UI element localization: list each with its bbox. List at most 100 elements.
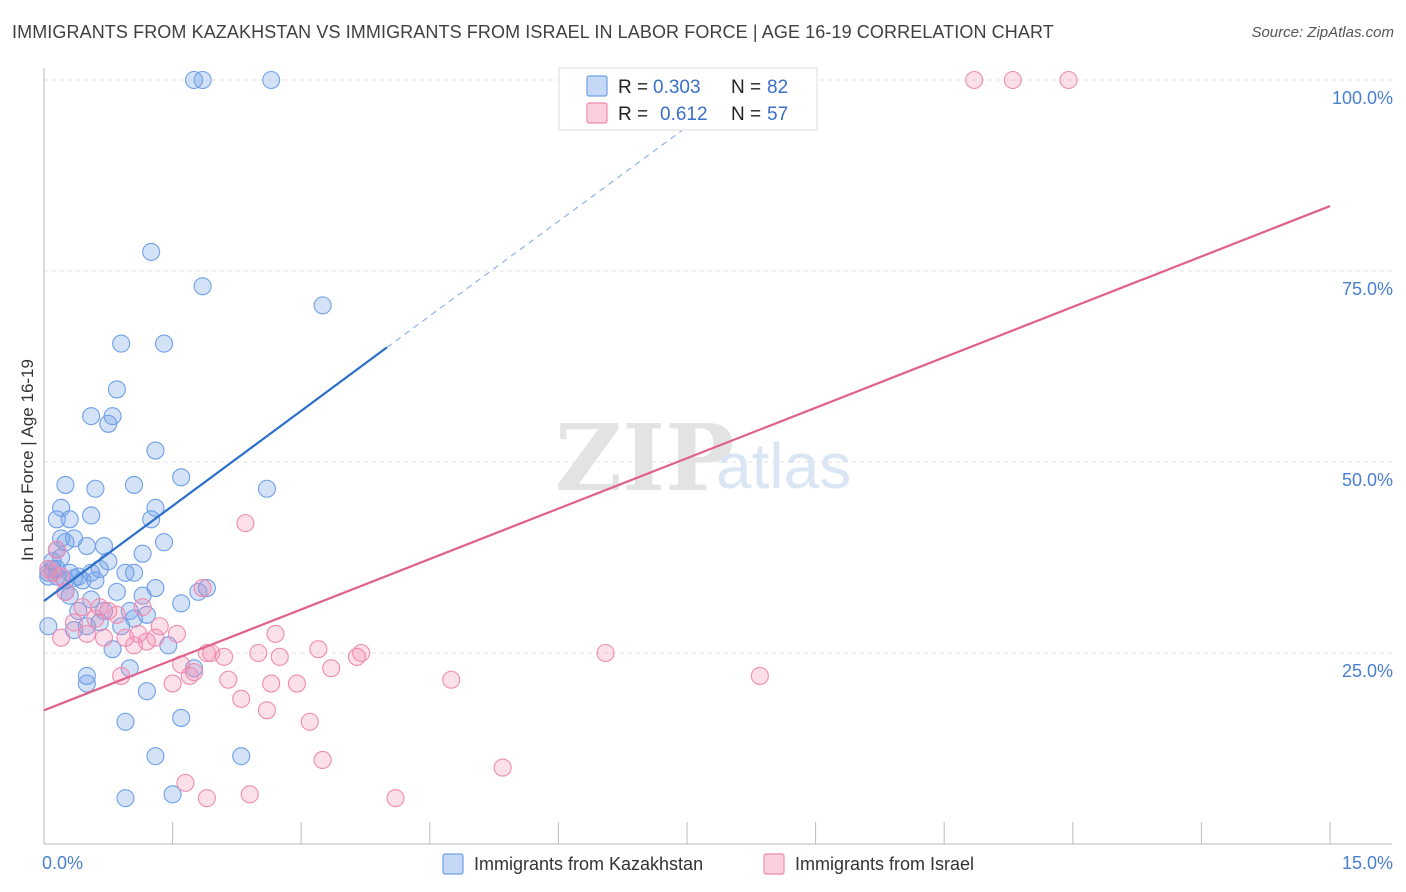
point-israel	[52, 628, 71, 647]
trend-line-kazakhstan-extension	[386, 94, 731, 348]
point-kazakhstan	[107, 380, 126, 399]
point-israel	[309, 640, 328, 659]
legend-n-value-israel: 57	[767, 104, 788, 125]
point-israel	[176, 773, 195, 792]
point-israel	[219, 670, 238, 689]
point-israel	[965, 70, 984, 90]
point-israel	[133, 598, 152, 617]
point-israel	[146, 628, 165, 647]
top-legend: R = 0.303 N = 82 R = 0.612 N = 57	[558, 67, 818, 131]
point-israel	[347, 647, 366, 666]
point-kazakhstan	[77, 674, 96, 693]
point-israel	[300, 712, 319, 731]
point-kazakhstan	[232, 747, 251, 766]
point-israel	[322, 659, 341, 678]
point-kazakhstan	[86, 571, 105, 590]
point-israel	[90, 598, 109, 617]
bottom-legend-swatch-israel	[763, 853, 785, 875]
point-israel	[386, 789, 405, 808]
point-israel	[94, 628, 114, 647]
point-israel	[287, 674, 306, 693]
point-israel	[262, 674, 281, 693]
bottom-legend-label-israel: Immigrants from Israel	[795, 854, 974, 874]
point-kazakhstan	[197, 579, 216, 598]
point-kazakhstan	[124, 563, 144, 582]
legend-n-label-kazakhstan: N =	[731, 77, 761, 98]
point-israel	[107, 605, 126, 624]
point-kazakhstan	[257, 479, 276, 498]
point-israel	[77, 624, 96, 643]
y-tick-label: 100.0%	[1332, 88, 1393, 108]
point-kazakhstan	[112, 334, 131, 353]
y-tick-label: 75.0%	[1342, 279, 1393, 299]
point-kazakhstan	[116, 712, 135, 731]
point-israel	[493, 758, 512, 777]
point-kazakhstan	[142, 510, 161, 529]
point-kazakhstan	[172, 594, 191, 613]
point-israel	[236, 514, 255, 533]
point-kazakhstan	[146, 498, 165, 517]
point-israel	[163, 674, 182, 693]
watermark-zip: ZIP	[555, 404, 734, 512]
point-kazakhstan	[313, 296, 332, 315]
point-kazakhstan	[146, 747, 165, 766]
point-israel	[442, 670, 461, 689]
point-israel	[232, 689, 251, 708]
point-israel	[47, 540, 66, 559]
trend-line-kazakhstan	[43, 346, 388, 602]
point-kazakhstan	[116, 789, 135, 808]
point-kazakhstan	[154, 334, 174, 353]
legend-n-value-kazakhstan: 82	[767, 77, 788, 98]
point-israel	[266, 624, 285, 643]
y-tick-label: 25.0%	[1342, 661, 1393, 681]
point-israel	[180, 666, 199, 685]
y-tick-label: 50.0%	[1342, 470, 1393, 490]
x-tick-max: 15.0%	[1342, 853, 1393, 873]
point-kazakhstan	[193, 70, 212, 90]
legend-r-value-kazakhstan: 0.303	[653, 77, 701, 98]
point-israel	[270, 647, 289, 666]
point-israel	[257, 701, 276, 720]
point-israel	[167, 624, 186, 643]
point-israel	[313, 750, 332, 770]
point-kazakhstan	[77, 536, 96, 556]
point-israel	[750, 666, 769, 685]
point-kazakhstan	[137, 682, 156, 701]
point-kazakhstan	[82, 407, 101, 426]
point-kazakhstan	[60, 510, 79, 529]
point-kazakhstan	[86, 479, 105, 498]
x-tick-min: 0.0%	[42, 853, 83, 873]
point-israel	[150, 617, 169, 636]
legend-n-label-israel: N =	[731, 104, 761, 125]
point-israel	[197, 789, 216, 808]
bottom-legend-label-kazakhstan: Immigrants from Kazakhstan	[474, 854, 703, 874]
legend-r-value-israel: 0.612	[660, 104, 708, 125]
legend-r-label-kazakhstan: R =	[618, 77, 648, 98]
gridlines: 25.0% 50.0% 75.0% 100.0%	[44, 79, 1393, 681]
point-kazakhstan	[262, 70, 281, 90]
point-israel	[193, 579, 212, 598]
point-kazakhstan	[133, 544, 152, 563]
point-israel	[129, 624, 148, 643]
trend-line-israel	[43, 205, 1331, 712]
point-kazakhstan	[47, 510, 66, 529]
point-kazakhstan	[193, 277, 212, 296]
point-israel	[240, 785, 259, 804]
legend-swatch-israel	[586, 102, 608, 124]
point-israel	[249, 643, 268, 663]
point-israel	[1059, 70, 1078, 90]
point-israel	[1003, 70, 1022, 90]
series-israel-points	[39, 70, 1078, 808]
point-kazakhstan	[77, 666, 96, 685]
series-kazakhstan-points	[39, 70, 332, 808]
point-israel	[86, 609, 105, 628]
point-kazakhstan	[142, 242, 161, 261]
point-kazakhstan	[172, 708, 191, 727]
point-kazakhstan	[112, 617, 131, 636]
legend-swatch-kazakhstan	[586, 75, 608, 97]
source-label: Source: ZipAtlas.com	[1251, 24, 1394, 41]
axes	[43, 68, 1392, 845]
bottom-legend: Immigrants from Kazakhstan Immigrants fr…	[442, 853, 974, 875]
point-kazakhstan	[99, 414, 118, 433]
